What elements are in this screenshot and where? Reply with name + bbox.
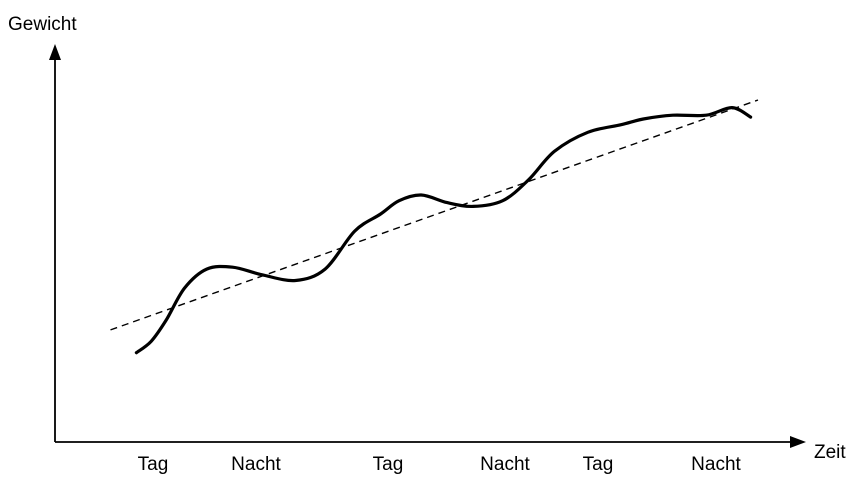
y-axis-arrowhead — [49, 44, 61, 60]
x-axis-arrowhead — [790, 436, 806, 448]
x-tick-labels: Tag Nacht Tag Nacht Tag Nacht — [138, 454, 742, 475]
trend-line — [110, 99, 759, 331]
y-axis-label: Gewicht — [8, 14, 77, 35]
x-tick-label: Nacht — [480, 454, 530, 475]
x-tick-label: Tag — [373, 454, 404, 475]
weight-curve — [134, 106, 753, 355]
x-tick-label: Tag — [583, 454, 614, 475]
x-tick-label: Nacht — [691, 454, 741, 475]
x-axis-label: Zeit — [814, 442, 846, 463]
axes — [49, 44, 806, 448]
x-tick-label: Tag — [138, 454, 169, 475]
series-layer — [110, 99, 759, 355]
x-tick-label: Nacht — [231, 454, 281, 475]
